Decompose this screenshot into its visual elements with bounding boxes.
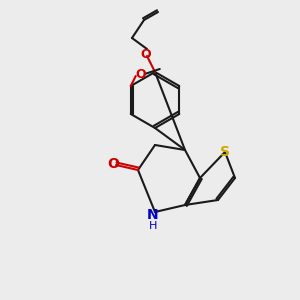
Text: O: O bbox=[141, 49, 151, 62]
Text: O: O bbox=[107, 157, 119, 171]
Text: N: N bbox=[147, 208, 159, 222]
Text: H: H bbox=[149, 221, 157, 231]
Text: S: S bbox=[220, 145, 230, 159]
Text: O: O bbox=[135, 68, 146, 80]
